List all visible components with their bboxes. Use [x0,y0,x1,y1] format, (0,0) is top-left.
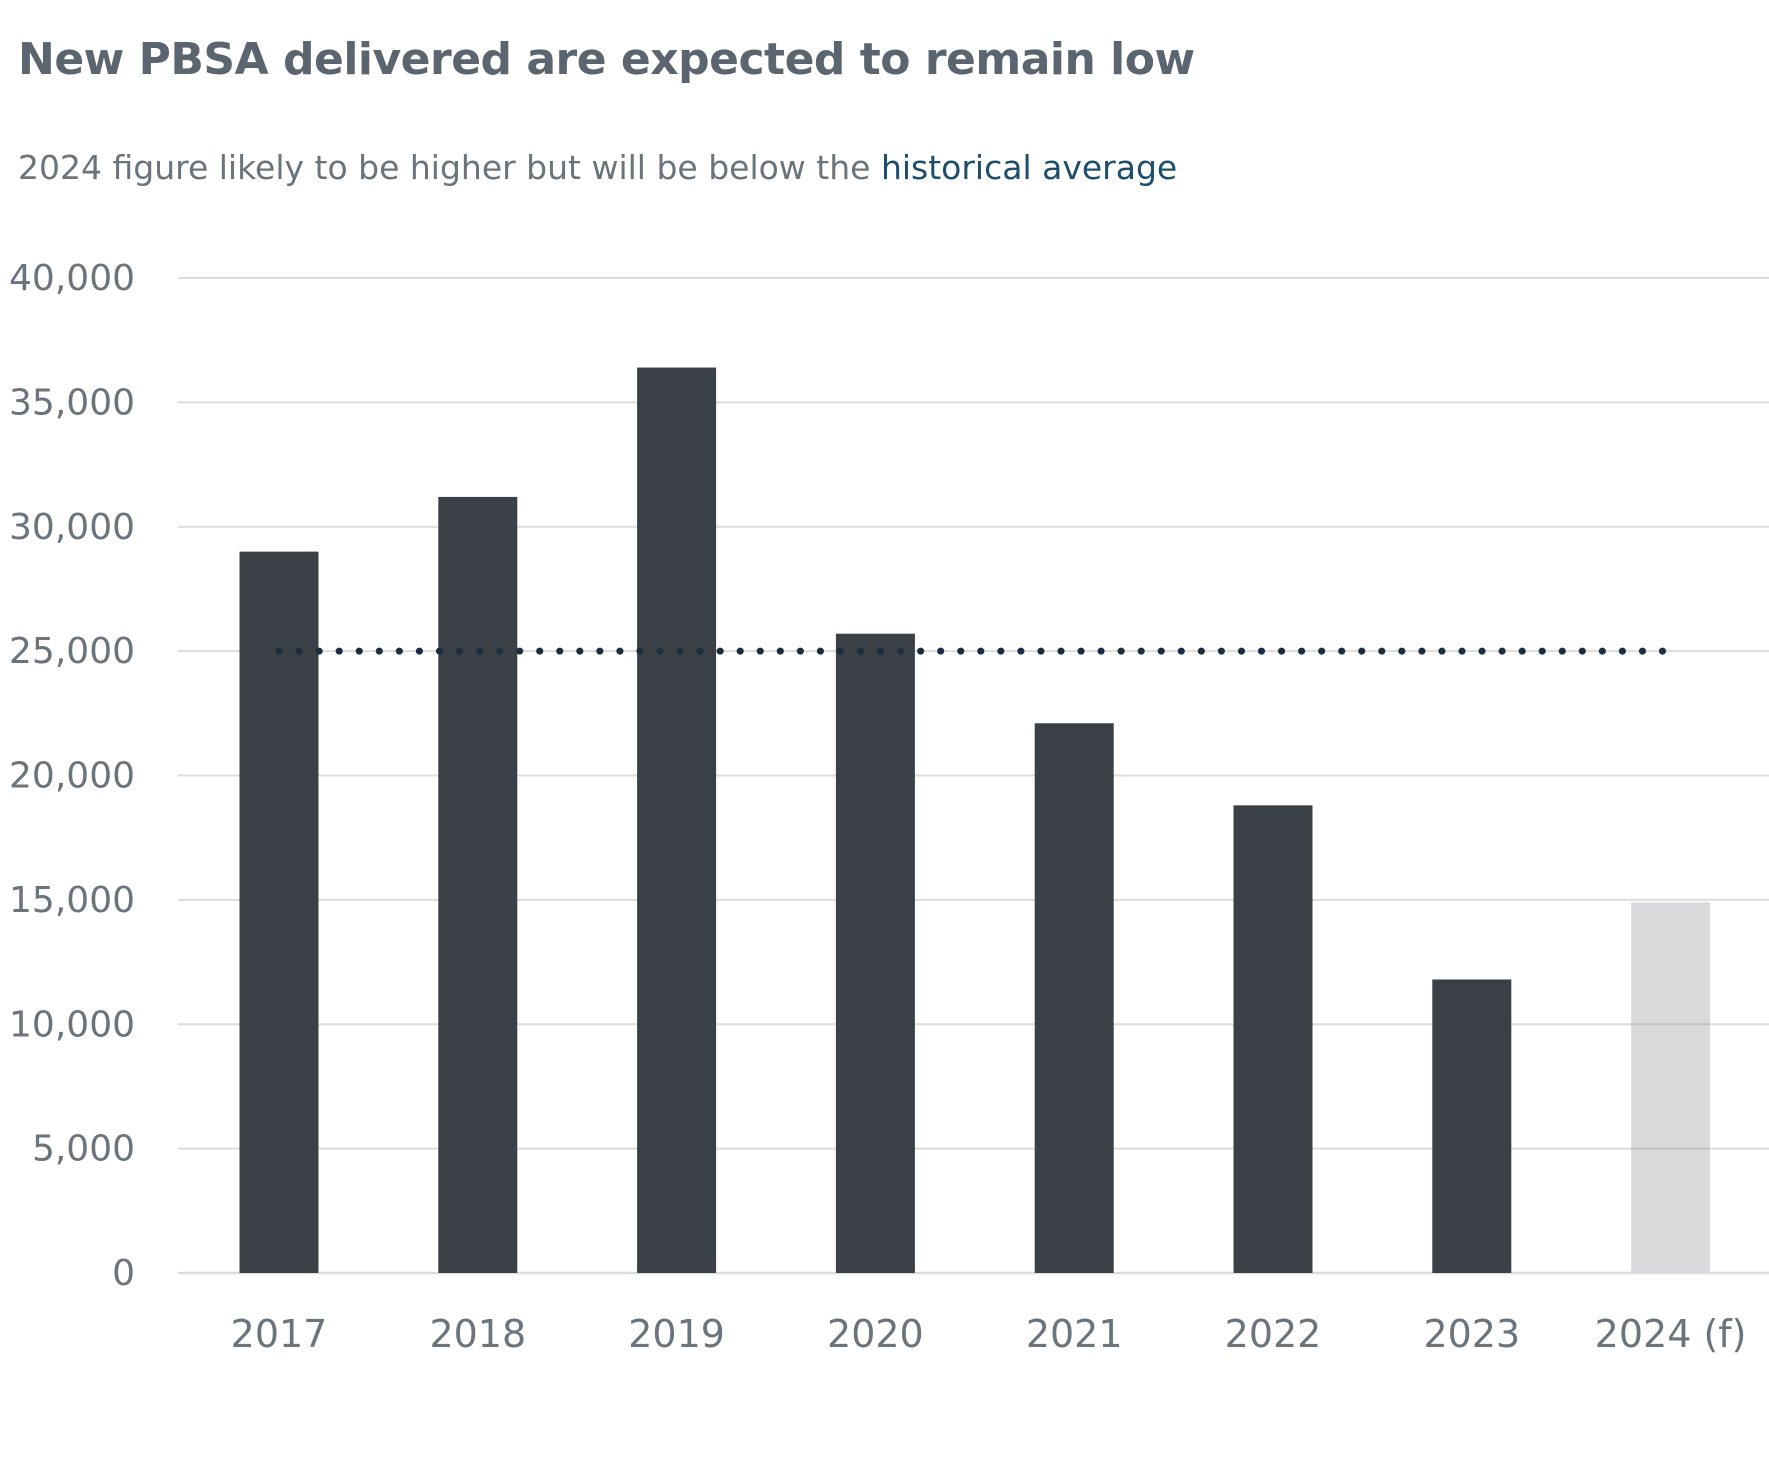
x-tick-label: 2017 [231,1312,328,1356]
bar-2023 [1432,979,1512,1273]
y-tick-label: 5,000 [32,1129,135,1170]
x-tick-label: 2023 [1423,1312,1520,1356]
y-tick-label: 30,000 [9,507,135,548]
y-tick-label: 10,000 [9,1004,135,1045]
x-tick-label: 2022 [1225,1312,1322,1356]
x-tick-label: 2024 (f) [1595,1312,1747,1356]
y-tick-label: 20,000 [9,756,135,797]
bar-2018 [438,496,518,1273]
bar-2024-f [1631,902,1711,1273]
y-tick-label: 0 [112,1253,135,1294]
x-tick-label: 2021 [1026,1312,1123,1356]
y-axis-ticks: 0 5,000 10,000 15,000 20,000 25,000 30,000 35,0… [9,258,135,1294]
bar-2020 [835,633,915,1273]
y-tick-label: 25,000 [9,631,135,672]
bar-2017 [239,551,319,1273]
x-axis-ticks: 2017 2018 2019 2020 2021 2022 2023 2024 (f) [231,1312,1747,1356]
bars [239,367,1711,1273]
x-tick-label: 2020 [827,1312,924,1356]
gridlines [178,277,1769,1275]
x-tick-label: 2018 [429,1312,526,1356]
bar-2022 [1233,805,1313,1273]
subtitle-highlight: historical average [880,148,1178,187]
bar-2019 [637,367,717,1273]
chart-title: New PBSA delivered are expected to remai… [18,34,1195,85]
bar-2021 [1034,723,1114,1273]
chart-subtitle: 2024 figure likely to be higher but will… [18,148,1177,187]
y-tick-label: 40,000 [9,258,135,299]
y-tick-label: 35,000 [9,382,135,423]
x-tick-label: 2019 [628,1312,725,1356]
y-tick-label: 15,000 [9,880,135,921]
subtitle-text: 2024 figure likely to be higher but will… [18,148,871,187]
